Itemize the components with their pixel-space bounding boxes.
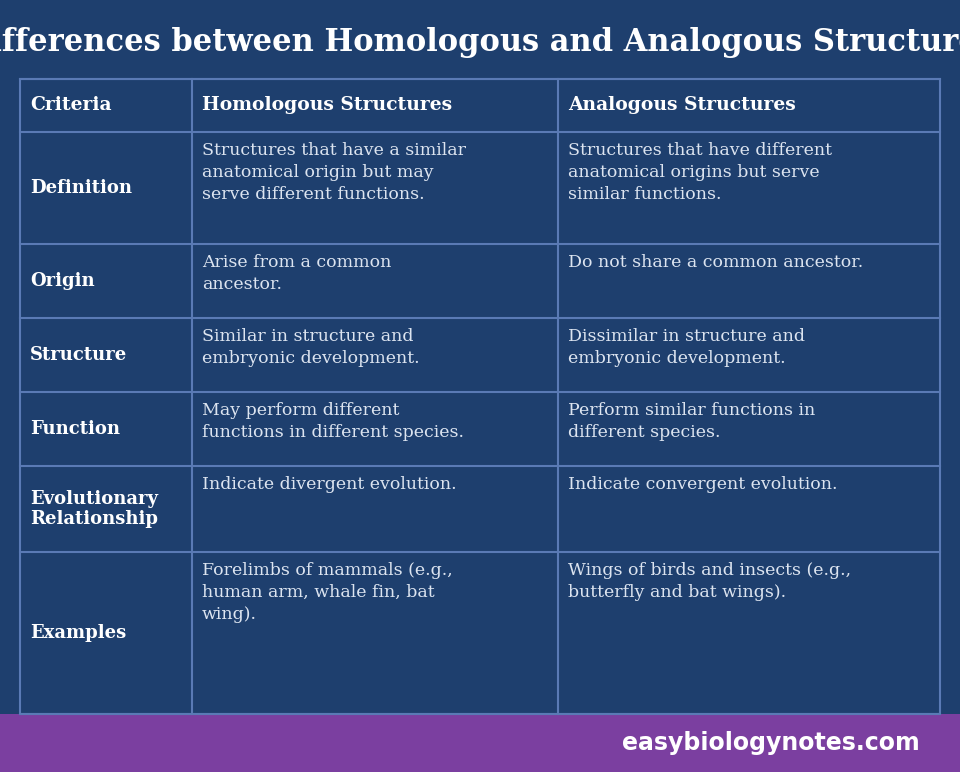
Text: Forelimbs of mammals (e.g.,
human arm, whale fin, bat
wing).: Forelimbs of mammals (e.g., human arm, w… [202, 562, 453, 624]
Text: Examples: Examples [30, 624, 127, 642]
Text: Dissimilar in structure and
embryonic development.: Dissimilar in structure and embryonic de… [568, 328, 805, 367]
Text: Indicate divergent evolution.: Indicate divergent evolution. [202, 476, 457, 493]
Text: Perform similar functions in
different species.: Perform similar functions in different s… [568, 402, 815, 442]
Text: Analogous Structures: Analogous Structures [568, 96, 796, 114]
Text: May perform different
functions in different species.: May perform different functions in diffe… [202, 402, 464, 442]
Text: Wings of birds and insects (e.g.,
butterfly and bat wings).: Wings of birds and insects (e.g., butter… [568, 562, 852, 601]
Text: Differences between Homologous and Analogous Structures: Differences between Homologous and Analo… [0, 26, 960, 57]
Text: Structures that have a similar
anatomical origin but may
serve different functio: Structures that have a similar anatomica… [202, 142, 466, 203]
Text: easybiologynotes.com: easybiologynotes.com [622, 731, 920, 755]
Text: Criteria: Criteria [30, 96, 111, 114]
Text: Structures that have different
anatomical origins but serve
similar functions.: Structures that have different anatomica… [568, 142, 832, 203]
Text: Origin: Origin [30, 272, 95, 290]
Text: Definition: Definition [30, 179, 132, 197]
Text: Evolutionary
Relationship: Evolutionary Relationship [30, 489, 158, 528]
Bar [0, 714, 960, 772]
Text: Do not share a common ancestor.: Do not share a common ancestor. [568, 254, 863, 271]
Text: Homologous Structures: Homologous Structures [202, 96, 452, 114]
Text: Indicate convergent evolution.: Indicate convergent evolution. [568, 476, 837, 493]
Text: Structure: Structure [30, 346, 128, 364]
Bar [20, 79, 940, 714]
Text: Similar in structure and
embryonic development.: Similar in structure and embryonic devel… [202, 328, 420, 367]
Text: Function: Function [30, 420, 120, 438]
Text: Arise from a common
ancestor.: Arise from a common ancestor. [202, 254, 392, 293]
